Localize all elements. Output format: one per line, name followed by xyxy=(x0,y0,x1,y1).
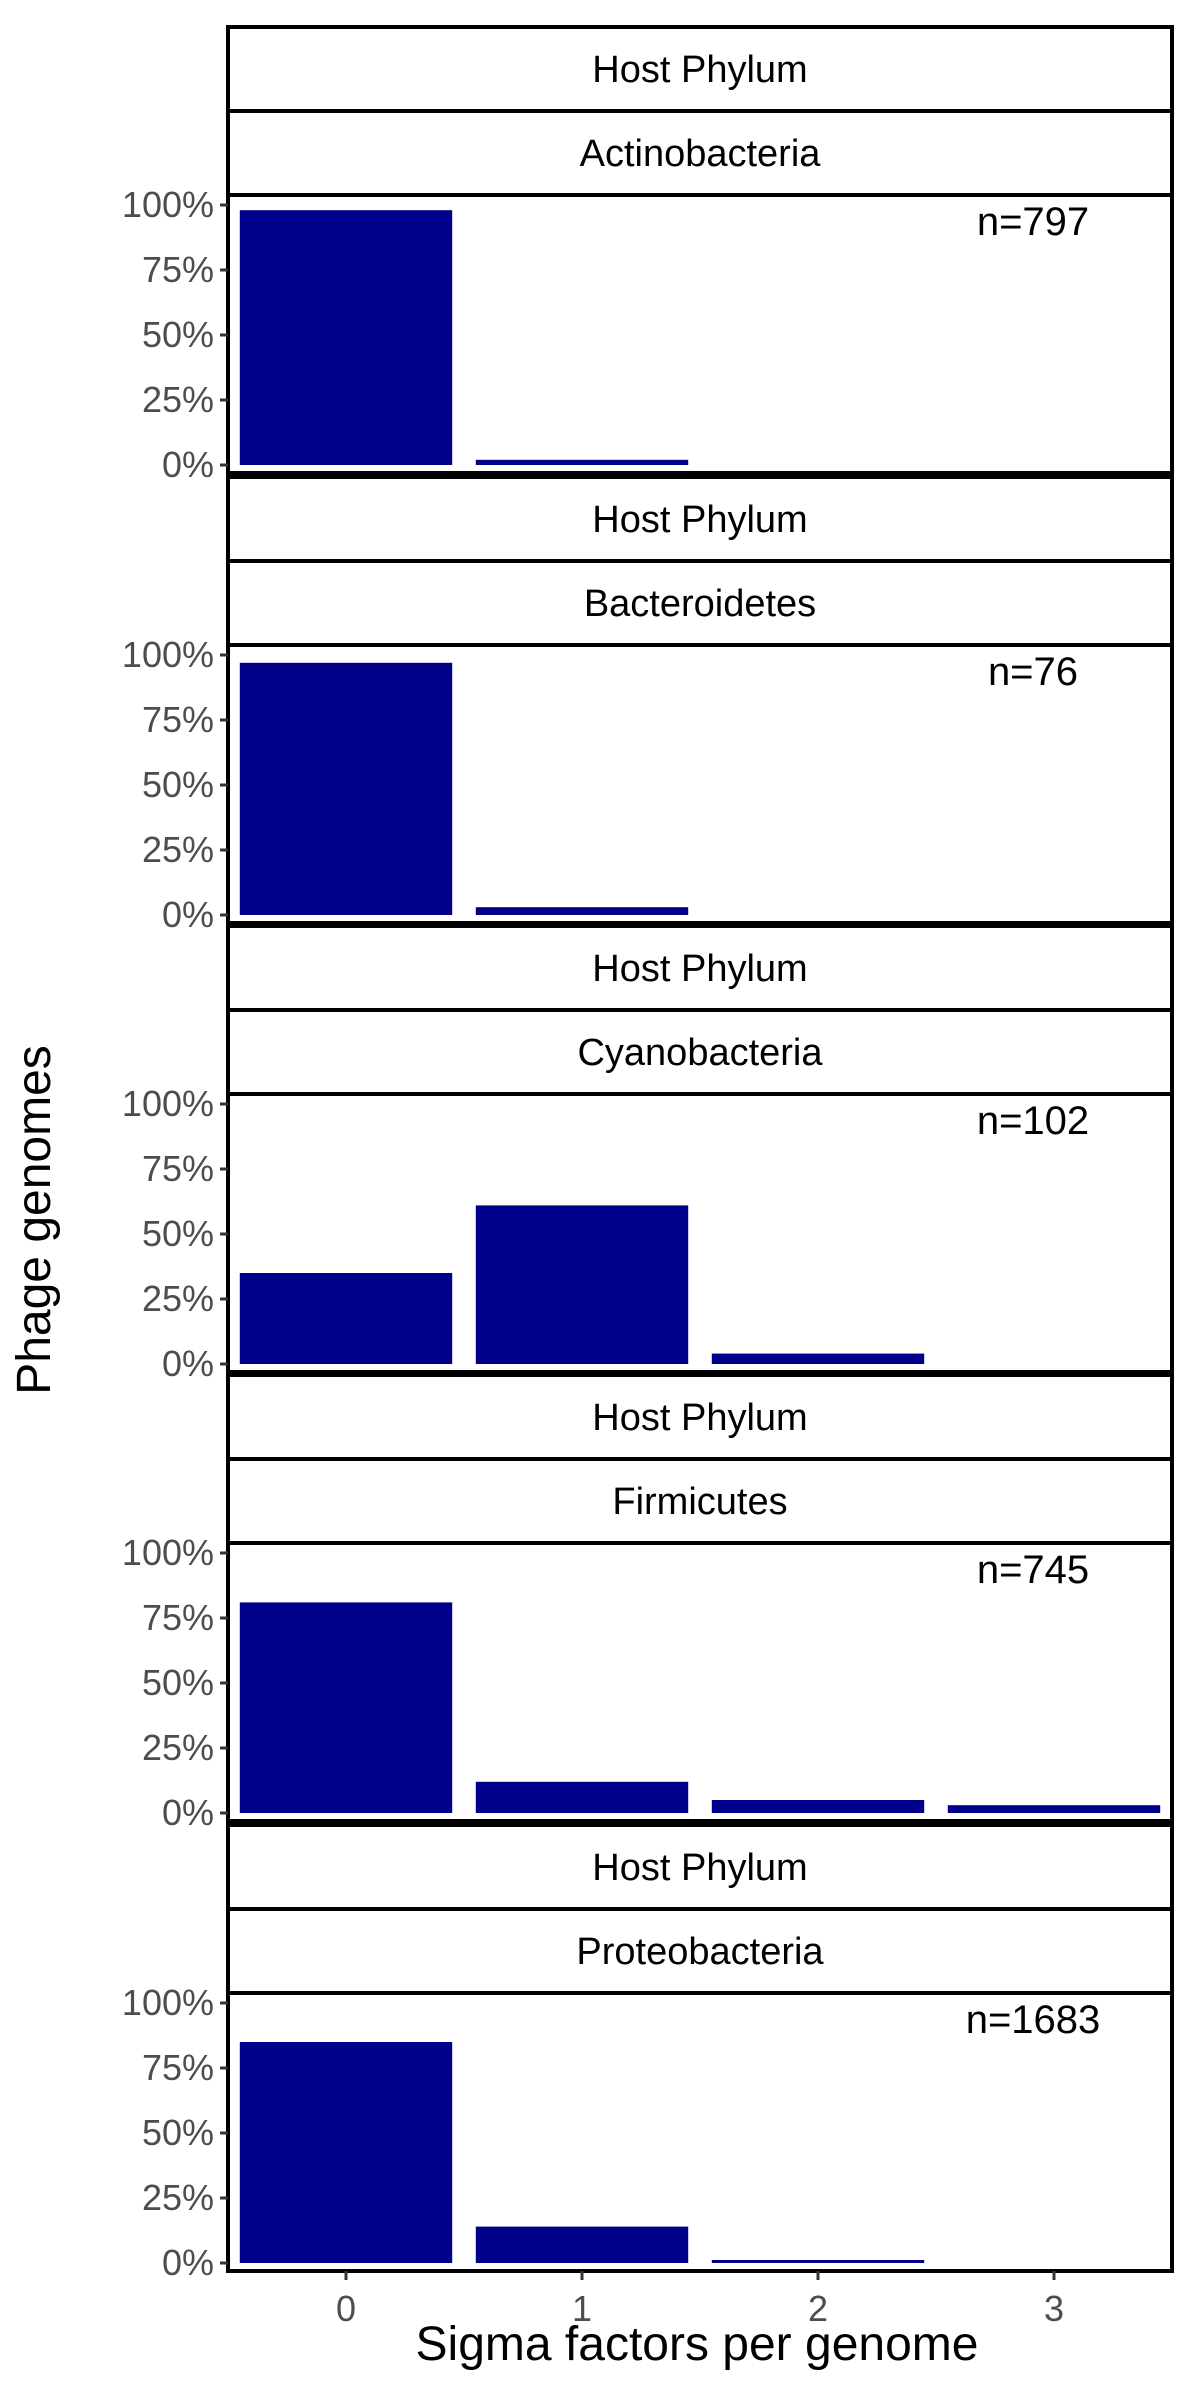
strip-phylum-box xyxy=(226,559,1174,647)
strip-header-label: Host Phylum xyxy=(592,49,807,91)
strip-header-label: Host Phylum xyxy=(592,1847,807,1889)
bar-1 xyxy=(475,459,689,465)
x-tick-label: 1 xyxy=(572,2288,592,2329)
bar-3 xyxy=(947,1805,1161,1813)
strip-phylum-label: Firmicutes xyxy=(612,1481,787,1523)
bar-2 xyxy=(711,1353,925,1364)
strip-phylum-box xyxy=(226,109,1174,197)
strip-header-box xyxy=(226,924,1174,1012)
y-tick-label: 50% xyxy=(142,2112,214,2153)
y-tick-label: 75% xyxy=(142,249,214,290)
y-tick-label: 50% xyxy=(142,314,214,355)
x-axis: 0 1 2 3 xyxy=(336,2271,1064,2329)
strip-phylum-box xyxy=(226,1457,1174,1545)
y-tick-label: 25% xyxy=(142,2177,214,2218)
y-tick-label: 50% xyxy=(142,1662,214,1703)
y-tick-label: 75% xyxy=(142,1148,214,1189)
strip-phylum-label: Actinobacteria xyxy=(580,133,822,175)
bar-0 xyxy=(239,1602,453,1813)
strip-header-label: Host Phylum xyxy=(592,948,807,990)
y-tick-label: 100% xyxy=(122,1982,214,2023)
sample-size-label: n=76 xyxy=(988,650,1078,694)
bar-1 xyxy=(475,2226,689,2263)
y-tick-label: 0% xyxy=(162,444,214,485)
y-tick-label: 100% xyxy=(122,634,214,675)
facet-panel-cyanobacteria: Host Phylum Cyanobacteria 0% 25% 50% 75% 100% n… xyxy=(122,924,1174,1384)
strip-phylum-box xyxy=(226,1907,1174,1995)
strip-header-box xyxy=(226,475,1174,563)
strip-header-label: Host Phylum xyxy=(592,499,807,541)
x-tick-label: 0 xyxy=(336,2288,356,2329)
y-tick-label: 0% xyxy=(162,1343,214,1384)
bar-1 xyxy=(475,907,689,915)
y-tick-label: 75% xyxy=(142,699,214,740)
y-tick-label: 100% xyxy=(122,184,214,225)
facet-panel-actinobacteria: Host Phylum Actinobacteria 0% 25% 50% 75% 100%… xyxy=(122,25,1174,485)
y-axis-title: Phage genomes xyxy=(8,1045,61,1395)
sample-size-label: n=745 xyxy=(977,1548,1089,1592)
x-tick-label: 3 xyxy=(1044,2288,1064,2329)
strip-phylum-label: Proteobacteria xyxy=(576,1931,824,1973)
sample-size-label: n=1683 xyxy=(966,1998,1101,2042)
x-tick-label: 2 xyxy=(808,2288,828,2329)
strip-phylum-label: Bacteroidetes xyxy=(584,583,816,625)
bar-1 xyxy=(475,1205,689,1364)
chart-panels: Host Phylum Actinobacteria 0% 25% 50% 75% 100%… xyxy=(122,25,1174,2283)
strip-header-box xyxy=(226,1373,1174,1461)
facet-panel-proteobacteria: Host Phylum Proteobacteria 0% 25% 50% 75% 100%… xyxy=(122,1823,1174,2283)
facet-panel-firmicutes: Host Phylum Firmicutes 0% 25% 50% 75% 100% n=74… xyxy=(122,1373,1174,1833)
strip-header-box xyxy=(226,1823,1174,1911)
bar-0 xyxy=(239,1273,453,1364)
x-axis-title: Sigma factors per genome xyxy=(416,2318,979,2371)
y-tick-label: 25% xyxy=(142,1278,214,1319)
y-tick-label: 0% xyxy=(162,894,214,935)
y-tick-label: 0% xyxy=(162,1792,214,1833)
bar-0 xyxy=(239,210,453,465)
y-tick-label: 50% xyxy=(142,1213,214,1254)
bar-2 xyxy=(711,1800,925,1813)
y-tick-label: 75% xyxy=(142,2047,214,2088)
y-tick-label: 25% xyxy=(142,1727,214,1768)
y-tick-label: 100% xyxy=(122,1532,214,1573)
y-tick-label: 25% xyxy=(142,379,214,420)
bar-2 xyxy=(711,2260,925,2263)
strip-header-box xyxy=(226,25,1174,113)
bar-0 xyxy=(239,2042,453,2263)
facet-panel-bacteroidetes: Host Phylum Bacteroidetes 0% 25% 50% 75% 100% n… xyxy=(122,475,1174,935)
y-tick-label: 0% xyxy=(162,2242,214,2283)
sample-size-label: n=102 xyxy=(977,1099,1089,1143)
bar-0 xyxy=(239,662,453,915)
y-tick-label: 75% xyxy=(142,1597,214,1638)
sample-size-label: n=797 xyxy=(977,200,1089,244)
y-tick-label: 50% xyxy=(142,764,214,805)
y-tick-label: 100% xyxy=(122,1083,214,1124)
bar-1 xyxy=(475,1781,689,1813)
strip-header-label: Host Phylum xyxy=(592,1397,807,1439)
strip-phylum-label: Cyanobacteria xyxy=(577,1032,823,1074)
y-tick-label: 25% xyxy=(142,829,214,870)
